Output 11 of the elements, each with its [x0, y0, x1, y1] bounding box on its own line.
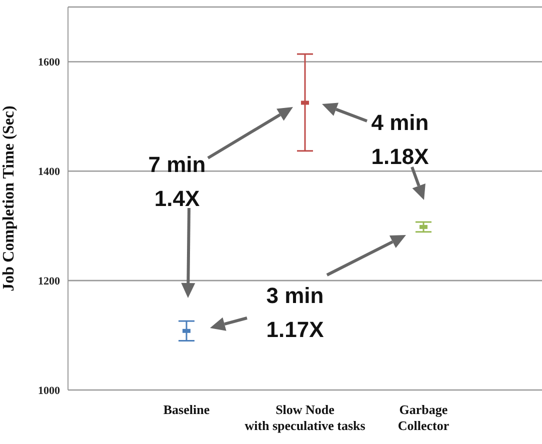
annotation: 4 min 1.18X: [371, 110, 430, 169]
y-tick-label: 1400: [38, 166, 60, 178]
y-tick-label: 1600: [38, 56, 60, 69]
x-tick-label: Garbage Collector: [398, 402, 450, 433]
x-tick-label: Slow Node with speculative tasks: [244, 402, 366, 433]
y-tick-label: 1000: [38, 384, 60, 397]
x-tick-label: Baseline: [163, 402, 210, 417]
annotation: 7 min 1.4X: [148, 152, 206, 211]
y-axis-title: Job Completion Time (Sec): [0, 106, 18, 292]
annotation: 3 min 1.17X: [266, 283, 324, 342]
y-tick-label: 1200: [38, 275, 60, 288]
